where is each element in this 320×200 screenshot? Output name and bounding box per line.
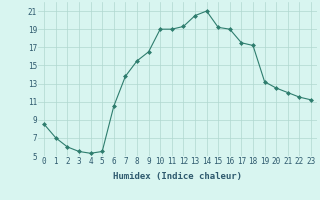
X-axis label: Humidex (Indice chaleur): Humidex (Indice chaleur) bbox=[113, 172, 242, 181]
